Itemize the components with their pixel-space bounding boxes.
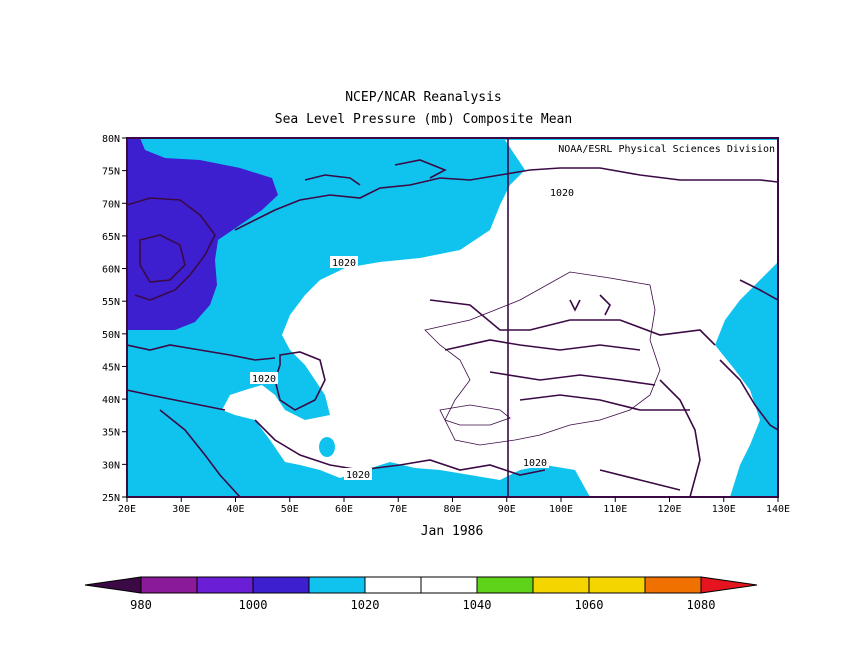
contour-labels: 1020 1020 1020 1020 1020 xyxy=(250,186,576,481)
lon-tick-label: 130E xyxy=(712,504,736,515)
lon-tick-label: 80E xyxy=(443,504,461,515)
field-pocket xyxy=(319,437,335,457)
contour-label: 1020 xyxy=(332,258,356,269)
colorbar-segment xyxy=(364,576,422,594)
lat-tick-label: 80N xyxy=(102,134,120,145)
lat-tick-label: 70N xyxy=(102,199,120,210)
colorbar-label: 1020 xyxy=(351,598,380,612)
colorbar-high-arrow xyxy=(700,576,758,594)
lat-tick-label: 50N xyxy=(102,330,120,341)
colorbar-segment xyxy=(196,576,254,594)
lat-tick-label: 55N xyxy=(102,297,120,308)
colorbar: 980 1000 1020 1040 1060 1080 xyxy=(84,576,758,612)
lat-tick-label: 75N xyxy=(102,167,120,178)
lat-tick-label: 40N xyxy=(102,395,120,406)
lat-tick-label: 35N xyxy=(102,428,120,439)
colorbar-segment xyxy=(308,576,366,594)
lon-tick-label: 50E xyxy=(281,504,299,515)
colorbar-segment xyxy=(140,576,198,594)
colorbar-segment xyxy=(644,576,702,594)
contour-label: 1020 xyxy=(523,458,547,469)
colorbar-segment xyxy=(420,576,478,594)
contour-label: 1020 xyxy=(252,374,276,385)
lat-tick-label: 60N xyxy=(102,265,120,276)
field-high-pressure xyxy=(222,140,778,497)
lon-tick-label: 140E xyxy=(766,504,790,515)
colorbar-label: 980 xyxy=(130,598,152,612)
credit-text: NOAA/ESRL Physical Sciences Division xyxy=(558,144,775,155)
lon-tick-label: 20E xyxy=(118,504,136,515)
coastlines xyxy=(127,159,778,497)
chart-title: NCEP/NCAR Reanalysis xyxy=(345,90,502,105)
lat-tick-label: 25N xyxy=(102,493,120,504)
contour-label: 1020 xyxy=(550,188,574,199)
contour-label: 1020 xyxy=(346,470,370,481)
lat-tick-label: 65N xyxy=(102,232,120,243)
colorbar-segment xyxy=(532,576,590,594)
colorbar-low-arrow xyxy=(84,576,142,594)
credit-box xyxy=(519,140,777,158)
lon-tick-label: 120E xyxy=(657,504,681,515)
lon-tick-label: 40E xyxy=(226,504,244,515)
lon-tick-label: 30E xyxy=(172,504,190,515)
longitude-axis: 20E 30E 40E 50E 60E 70E 80E 90E 100E 110E 120E 130E… xyxy=(118,497,790,515)
colorbar-segment xyxy=(588,576,646,594)
colorbar-segment xyxy=(252,576,310,594)
latitude-axis: 80N 75N 70N 65N 60N 55N 50N 45N 40N 35N 30N 25N xyxy=(102,134,127,504)
colorbar-segment xyxy=(476,576,534,594)
lon-tick-label: 90E xyxy=(498,504,516,515)
chart-subtitle: Sea Level Pressure (mb) Composite Mean xyxy=(274,112,573,127)
lon-tick-label: 110E xyxy=(603,504,627,515)
colorbar-label: 1080 xyxy=(687,598,716,612)
lon-tick-label: 100E xyxy=(549,504,573,515)
field-low-pressure xyxy=(127,138,278,330)
lon-tick-label: 60E xyxy=(335,504,353,515)
pressure-field xyxy=(127,138,778,497)
colorbar-label: 1000 xyxy=(239,598,268,612)
colorbar-label: 1040 xyxy=(463,598,492,612)
lon-tick-label: 70E xyxy=(389,504,407,515)
lat-tick-label: 45N xyxy=(102,362,120,373)
colorbar-label: 1060 xyxy=(575,598,604,612)
date-label: Jan 1986 xyxy=(421,524,484,539)
contour-1030 xyxy=(424,271,661,446)
lat-tick-label: 30N xyxy=(102,460,120,471)
